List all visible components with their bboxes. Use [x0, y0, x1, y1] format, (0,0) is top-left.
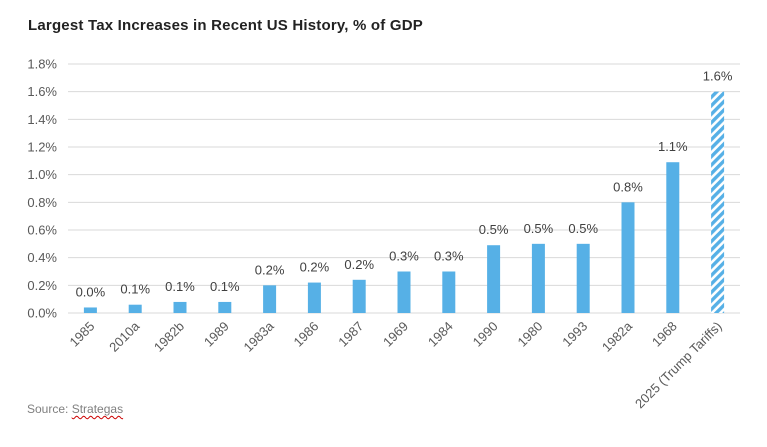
bar-data-label: 0.3%: [389, 249, 419, 264]
bar: [442, 271, 456, 313]
bar-data-label: 0.1%: [210, 279, 240, 294]
bar: [487, 245, 501, 313]
bar: [128, 304, 142, 313]
x-tick-label: 1983a: [241, 318, 278, 355]
source-name: Strategas: [71, 402, 124, 416]
bar: [621, 202, 635, 313]
y-tick-label: 1.6%: [27, 84, 57, 99]
x-tick-label: 1993: [559, 319, 590, 350]
y-tick-label: 0.0%: [27, 306, 57, 321]
bar: [352, 279, 366, 313]
y-tick-label: 0.4%: [27, 250, 57, 265]
x-tick-label: 1989: [201, 319, 232, 350]
bar-data-label: 1.6%: [703, 69, 733, 84]
y-tick-label: 1.0%: [27, 167, 57, 182]
bar-data-label: 0.3%: [434, 249, 464, 264]
bar: [576, 243, 590, 313]
x-tick-label: 1985: [66, 319, 97, 350]
y-tick-label: 0.2%: [27, 278, 57, 293]
x-tick-label: 1982b: [151, 319, 187, 355]
bar: [531, 243, 545, 313]
y-tick-label: 1.8%: [27, 57, 57, 72]
x-tick-label: 1969: [380, 319, 411, 350]
y-tick-label: 0.6%: [27, 223, 57, 238]
bar-data-label: 0.1%: [120, 282, 150, 297]
bar: [397, 271, 411, 313]
bar-data-label: 0.5%: [568, 221, 598, 236]
bar-data-label: 0.0%: [76, 284, 106, 299]
bar-data-label: 0.2%: [300, 260, 330, 275]
x-axis-ticks: 1985 2010a 1982b 1989 1983a 1986 1987 1969 1984 1…: [66, 318, 724, 411]
x-tick-label: 1968: [649, 319, 680, 350]
source-note: Source: Strategas: [27, 402, 123, 416]
y-tick-label: 1.2%: [27, 140, 57, 155]
bar: [666, 162, 680, 313]
data-labels: 0.0% 0.1% 0.1% 0.1% 0.2% 0.2% 0.2% 0.3% 0.3% 0.5%…: [76, 69, 733, 300]
bar-data-label: 0.2%: [255, 262, 285, 277]
x-tick-label: 1982a: [599, 318, 636, 355]
bar-data-label: 0.2%: [344, 257, 374, 272]
chart-title: Largest Tax Increases in Recent US Histo…: [28, 17, 423, 34]
source-prefix: Source:: [27, 402, 72, 416]
bar: [83, 307, 97, 313]
x-tick-label: 2025 (Trump Tariffs): [632, 319, 725, 412]
bar-data-label: 1.1%: [658, 139, 688, 154]
x-tick-label: 1987: [335, 319, 366, 350]
bar-data-label: 0.8%: [613, 179, 643, 194]
x-tick-label: 1986: [290, 319, 321, 350]
bars: [83, 91, 725, 314]
bar-data-label: 0.5%: [479, 222, 509, 237]
bar: [307, 282, 321, 313]
bar-projected: [711, 91, 725, 314]
bar: [218, 301, 232, 313]
x-tick-label: 1984: [425, 319, 456, 350]
y-tick-label: 0.8%: [27, 195, 57, 210]
x-tick-label: 1990: [470, 319, 501, 350]
y-tick-label: 1.4%: [27, 112, 57, 127]
bar: [263, 285, 277, 313]
y-axis-ticks: 0.0% 0.2% 0.4% 0.6% 0.8% 1.0% 1.2% 1.4% 1.6% 1.8%: [27, 57, 57, 321]
bar-data-label: 0.1%: [165, 279, 195, 294]
bar: [173, 301, 187, 313]
x-tick-label: 1980: [514, 319, 545, 350]
x-tick-label: 2010a: [106, 318, 143, 355]
bar-data-label: 0.5%: [524, 221, 554, 236]
